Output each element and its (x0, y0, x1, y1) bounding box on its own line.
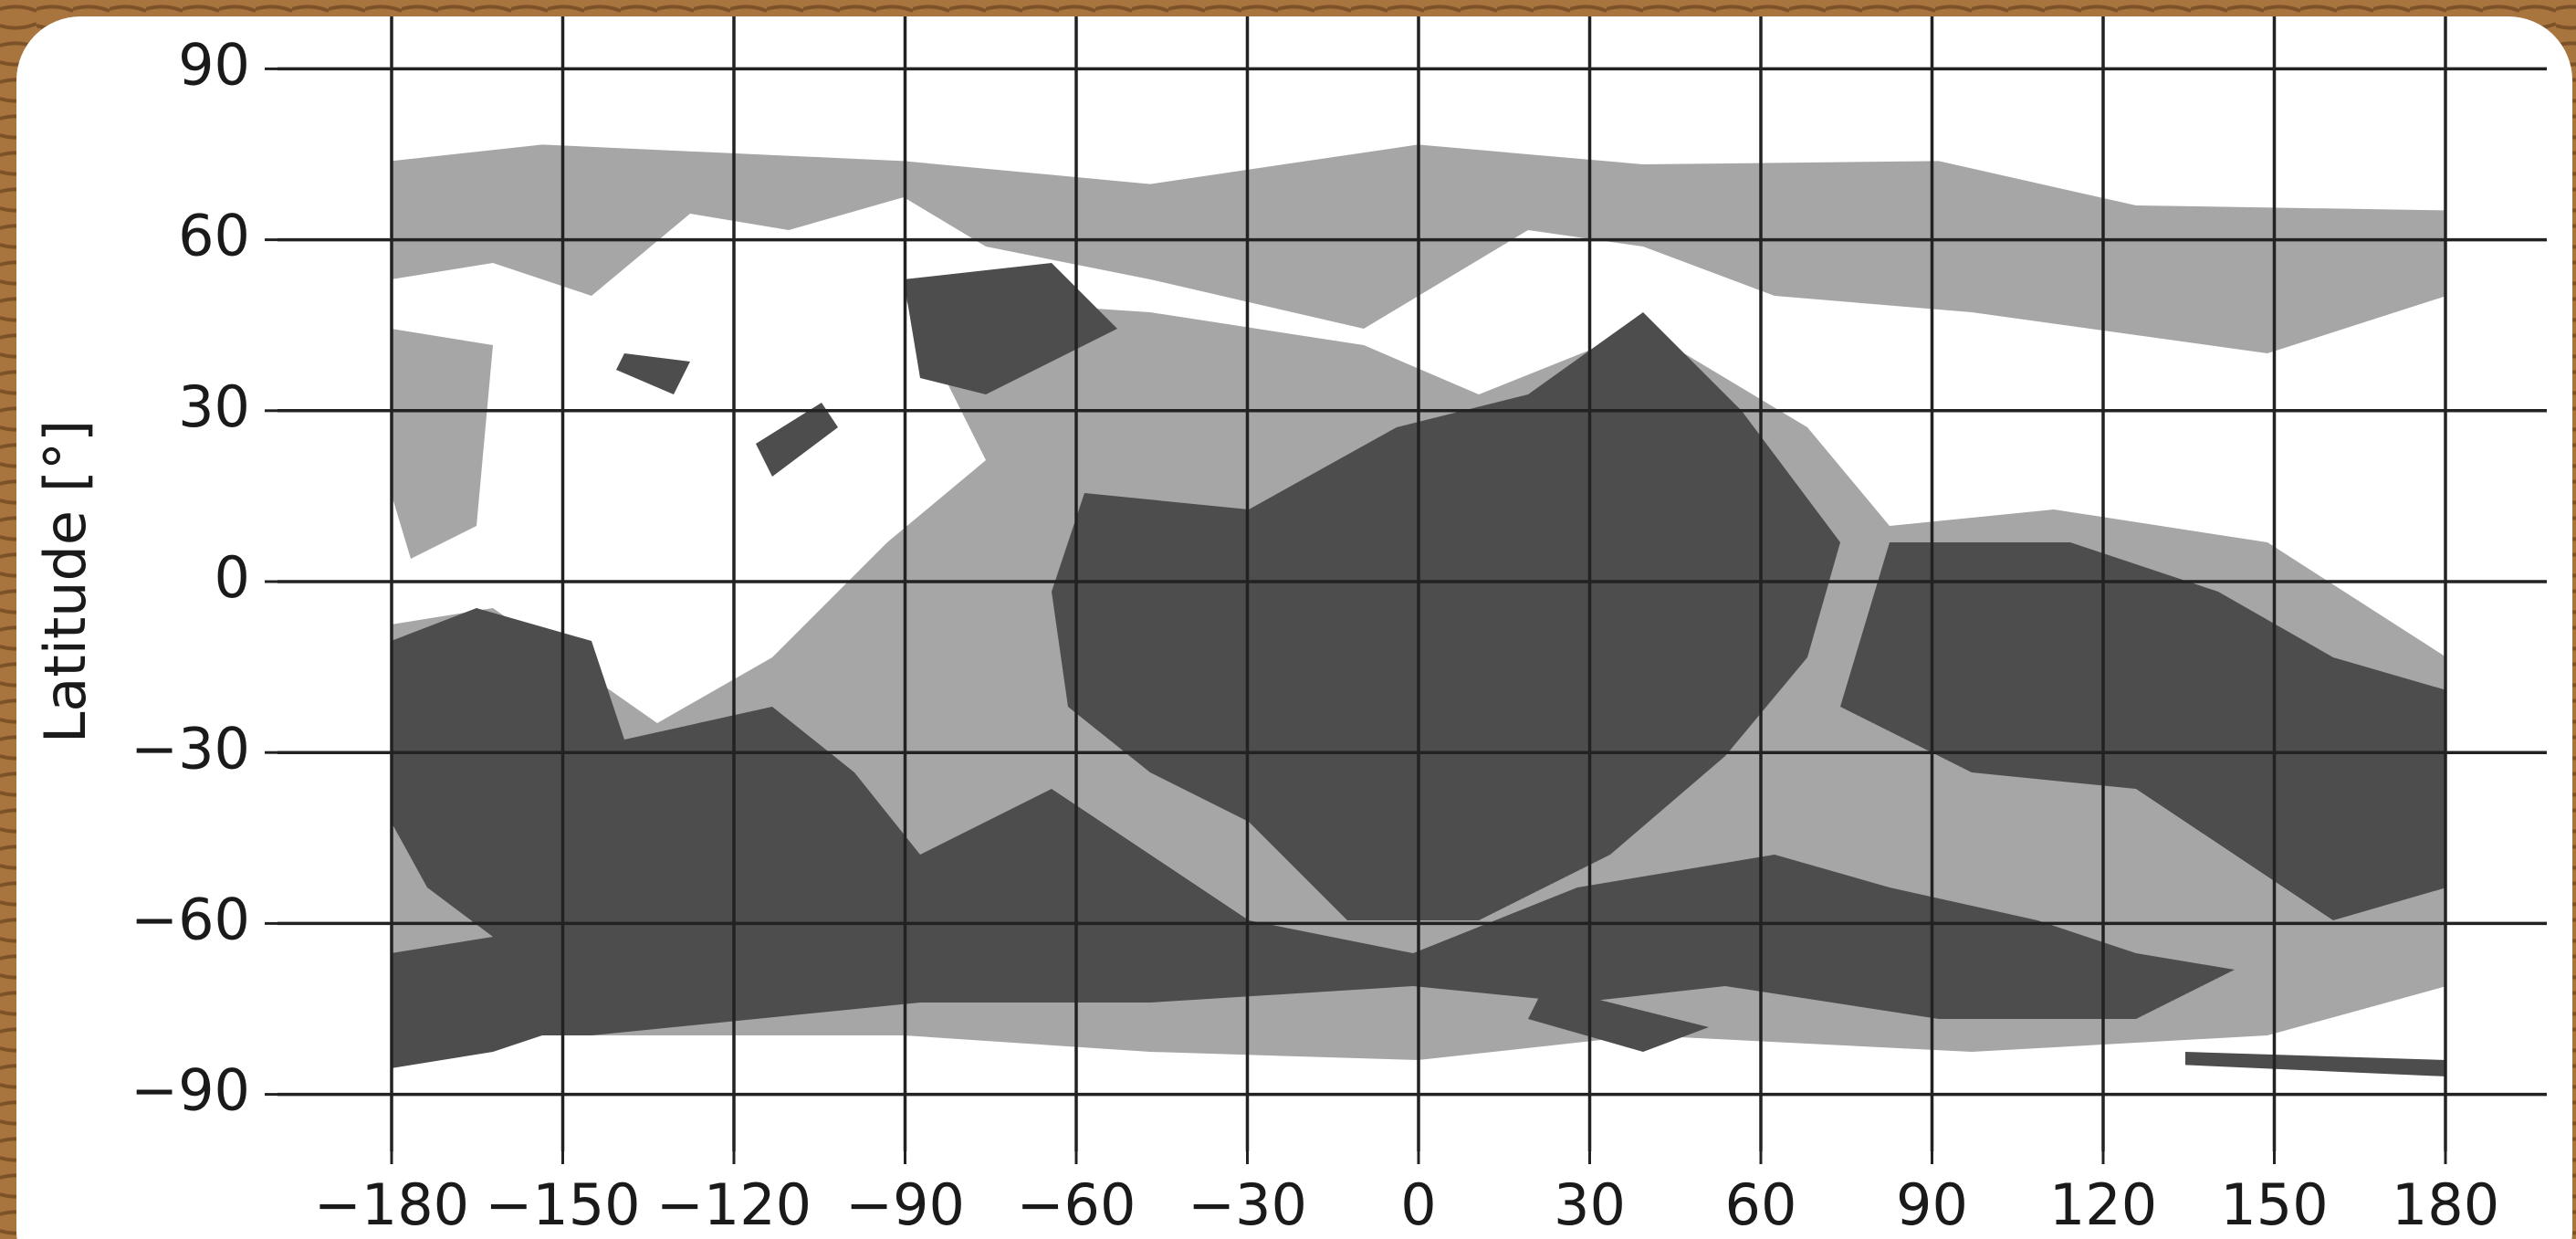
x-tick-label: 120 (2049, 1171, 2157, 1238)
x-tick-label: 90 (1896, 1171, 1968, 1238)
y-tick-label: 60 (178, 203, 250, 269)
x-tick-label: −90 (845, 1171, 965, 1238)
x-tick-label: −120 (656, 1171, 812, 1238)
x-tick-label: −150 (485, 1171, 640, 1238)
y-axis-label: Latitude [°] (32, 420, 99, 743)
y-tick-label: 90 (178, 31, 250, 98)
y-tick-label: 30 (178, 373, 250, 440)
x-tick-label: −60 (1017, 1171, 1136, 1238)
y-tick-label: −90 (131, 1057, 250, 1124)
x-tick-label: 180 (2392, 1171, 2499, 1238)
y-tick-label: 0 (215, 544, 250, 611)
x-tick-label: 30 (1554, 1171, 1626, 1238)
x-tick-label: 150 (2220, 1171, 2328, 1238)
y-tick-label: −60 (131, 886, 250, 952)
y-tick-label: −30 (131, 715, 250, 782)
x-tick-label: 60 (1725, 1171, 1797, 1238)
x-tick-label: −30 (1188, 1171, 1307, 1238)
x-tick-label: −180 (314, 1171, 469, 1238)
x-tick-label: 0 (1400, 1171, 1436, 1238)
